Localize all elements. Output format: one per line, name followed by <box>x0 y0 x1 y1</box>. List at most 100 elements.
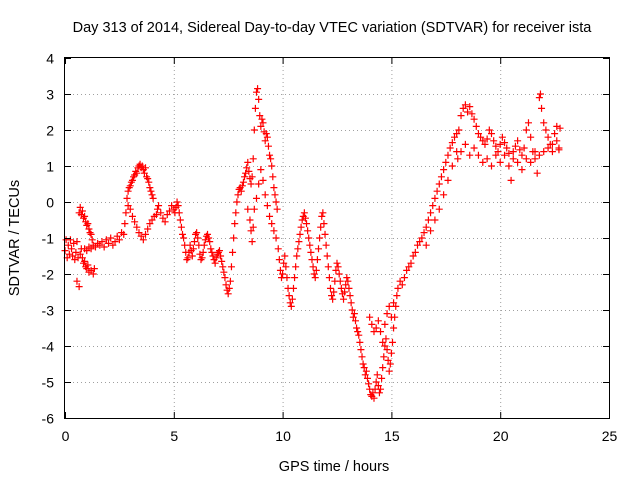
data-point <box>379 338 387 346</box>
data-point <box>91 243 99 251</box>
data-point <box>390 324 398 332</box>
data-point <box>387 313 395 321</box>
data-point <box>360 364 368 372</box>
data-point <box>250 126 258 134</box>
data-point <box>81 212 89 220</box>
data-point <box>370 394 378 402</box>
data-point <box>220 268 228 276</box>
y-tick-label: 3 <box>46 87 54 103</box>
data-point <box>461 140 469 148</box>
data-point <box>279 270 287 278</box>
data-point <box>531 148 539 156</box>
data-points <box>61 85 564 402</box>
data-point <box>269 173 277 181</box>
data-point <box>358 353 366 361</box>
data-point <box>442 158 450 166</box>
data-point <box>218 257 226 265</box>
data-point <box>111 238 119 246</box>
data-point <box>282 263 290 271</box>
data-point <box>198 254 206 262</box>
data-point <box>509 148 517 156</box>
data-point <box>424 216 432 224</box>
data-point <box>76 203 84 211</box>
data-point <box>375 389 383 397</box>
data-point <box>239 178 247 186</box>
data-point <box>252 194 260 202</box>
data-point <box>263 202 271 210</box>
data-point <box>451 133 459 141</box>
data-point <box>175 209 183 217</box>
y-tick-label: -3 <box>42 303 55 319</box>
data-point <box>522 155 530 163</box>
data-point <box>285 292 293 300</box>
data-point <box>120 230 128 238</box>
data-point <box>89 270 97 278</box>
data-point <box>321 230 329 238</box>
data-point <box>83 265 91 273</box>
data-point <box>258 115 266 123</box>
data-point <box>492 151 500 159</box>
data-point <box>318 212 326 220</box>
data-point <box>341 288 349 296</box>
x-tick-label: 5 <box>170 428 178 444</box>
data-point <box>317 223 325 231</box>
data-point <box>555 146 563 154</box>
data-point <box>377 328 385 336</box>
data-point <box>319 209 327 217</box>
data-point <box>380 353 388 361</box>
data-point <box>501 151 509 159</box>
data-point <box>259 119 267 127</box>
data-point <box>121 220 129 228</box>
data-point <box>310 270 318 278</box>
data-point <box>66 236 74 244</box>
data-point <box>427 227 435 235</box>
data-point <box>536 90 544 98</box>
data-point <box>303 220 311 228</box>
data-point <box>305 234 313 242</box>
data-point <box>126 182 134 190</box>
data-point <box>381 320 389 328</box>
data-point <box>374 317 382 325</box>
data-point <box>374 382 382 390</box>
data-point <box>351 317 359 325</box>
data-point <box>270 227 278 235</box>
data-point <box>483 155 491 163</box>
data-point <box>261 137 269 145</box>
data-point <box>87 230 95 238</box>
data-point <box>73 277 81 285</box>
data-point <box>373 371 381 379</box>
data-point <box>382 335 390 343</box>
data-point <box>244 205 252 213</box>
data-point <box>363 374 371 382</box>
data-point <box>472 122 480 130</box>
data-point <box>186 241 194 249</box>
data-point <box>540 119 548 127</box>
data-point <box>177 223 185 231</box>
data-point <box>238 182 246 190</box>
data-point <box>142 164 150 172</box>
data-point <box>153 205 161 213</box>
data-point <box>383 310 391 318</box>
data-point <box>540 148 548 156</box>
data-point <box>518 166 526 174</box>
data-point <box>230 234 238 242</box>
data-point <box>221 274 229 282</box>
data-point <box>75 283 83 291</box>
data-point <box>257 122 265 130</box>
data-point <box>348 306 356 314</box>
data-point <box>393 292 401 300</box>
data-point <box>123 194 131 202</box>
grid-lines <box>65 58 609 418</box>
data-point <box>466 151 474 159</box>
data-point <box>122 209 130 217</box>
data-point <box>325 274 333 282</box>
data-point <box>300 209 308 217</box>
data-point <box>336 277 344 285</box>
data-point <box>446 144 454 152</box>
data-point <box>128 212 136 220</box>
data-point <box>109 241 117 249</box>
data-point <box>227 263 235 271</box>
data-point <box>332 266 340 274</box>
data-point <box>248 238 256 246</box>
